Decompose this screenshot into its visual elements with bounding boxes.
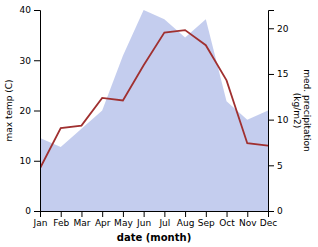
chart: JanFebMarAprMayJunJulAugSepOctNovDec0102… <box>0 0 318 247</box>
tick-label: 10 <box>277 115 289 125</box>
tick-mark <box>206 211 207 217</box>
tick: Aug <box>177 211 195 228</box>
x-axis-title: date (month) <box>117 232 191 243</box>
tick-label: 0 <box>277 206 283 216</box>
y2-axis-title-line: (kg/m2) <box>292 93 302 128</box>
tick-label: Jul <box>158 218 170 228</box>
tick-label: Apr <box>95 218 111 228</box>
tick-label: 15 <box>277 69 288 79</box>
tick-label: Sep <box>198 218 215 228</box>
tick-mark <box>102 211 103 217</box>
tick-label: 20 <box>277 24 289 34</box>
tick-mark <box>144 211 145 217</box>
y-axis-title: max temp (C) <box>4 79 14 141</box>
tick: 5 <box>268 161 283 171</box>
tick-mark <box>268 211 274 212</box>
tick: 40 <box>20 5 40 15</box>
tick-label: 5 <box>277 161 283 171</box>
x-axis: Jan Feb Mar AprMayJun Jul AugSep Oct NovDec <box>33 211 278 228</box>
tick-mark <box>268 120 274 121</box>
tick: May <box>114 211 133 228</box>
tick: 20 <box>268 24 289 34</box>
tick-label: Dec <box>260 218 277 228</box>
tick: Oct <box>219 211 235 228</box>
tick: 30 <box>20 56 40 66</box>
tick-label: May <box>114 218 133 228</box>
tick-label: 10 <box>20 156 32 166</box>
tick: Mar <box>73 211 90 228</box>
marks <box>40 10 268 211</box>
tick-mark <box>123 211 124 217</box>
plot: JanFebMarAprMayJunJulAugSepOctNovDec0102… <box>4 5 312 243</box>
area <box>40 10 268 211</box>
tick: 0 <box>268 206 283 216</box>
tick-mark <box>81 211 82 217</box>
y2-axis-title: med. precipitation(kg/m2) <box>292 69 312 151</box>
tick-label: Jun <box>136 218 151 228</box>
tick-label: Oct <box>219 218 235 228</box>
tick: 15 <box>268 69 288 79</box>
tick: Apr <box>95 211 111 228</box>
tick-mark <box>61 211 62 217</box>
tick-mark <box>34 10 40 11</box>
tick: Nov <box>239 211 257 228</box>
tick-label: Mar <box>73 218 90 228</box>
y-axis: 0 10 20 30 40 <box>20 5 41 216</box>
tick-label: Feb <box>53 218 69 228</box>
tick-mark <box>34 111 40 112</box>
axis-line <box>269 11 275 212</box>
tick: Feb <box>53 211 69 228</box>
axis-line <box>41 211 269 212</box>
tick-label: 30 <box>20 56 32 66</box>
tick: Jun <box>136 211 151 228</box>
tick-label: Jan <box>33 218 48 228</box>
tick-mark <box>34 211 40 212</box>
tick: Jul <box>158 211 170 228</box>
tick-mark <box>227 211 228 217</box>
tick: Dec <box>260 211 277 228</box>
tick: 20 <box>20 106 40 116</box>
tick-mark <box>268 74 274 75</box>
tick: 0 <box>25 206 40 216</box>
tick-mark <box>34 60 40 61</box>
tick-mark <box>268 165 274 166</box>
tick-mark <box>185 211 186 217</box>
tick-mark <box>268 28 274 29</box>
tick-label: 0 <box>25 206 31 216</box>
tick-mark <box>247 211 248 217</box>
tick: 10 <box>20 156 40 166</box>
y2-axis-title-line: med. precipitation <box>302 69 312 151</box>
tick-mark <box>164 211 165 217</box>
y2-axis: 0 5 10 15 20 <box>268 11 289 217</box>
tick: Jan <box>33 211 48 228</box>
tick-label: Aug <box>177 218 195 228</box>
line <box>40 30 268 168</box>
tick-label: 40 <box>20 5 32 15</box>
axis-line <box>34 11 41 212</box>
tick: 10 <box>268 115 289 125</box>
tick: Sep <box>198 211 215 228</box>
tick-mark <box>34 161 40 162</box>
tick-label: Nov <box>239 218 257 228</box>
tick-label: 20 <box>20 106 32 116</box>
